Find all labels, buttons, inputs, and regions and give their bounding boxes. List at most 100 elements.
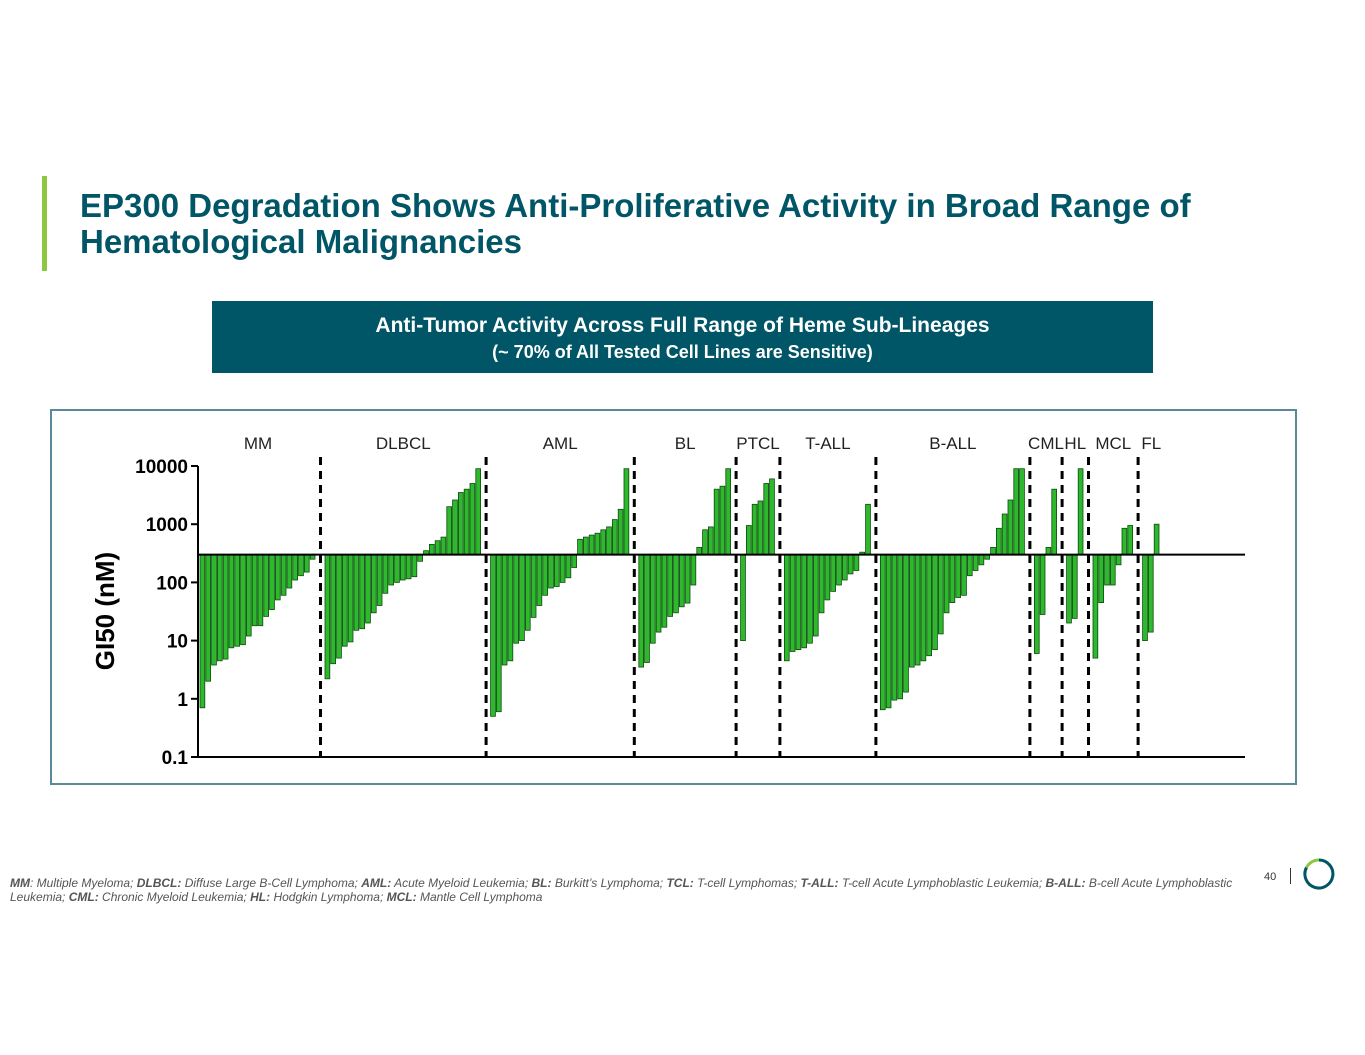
company-logo-icon	[1303, 858, 1335, 890]
bar-t-all-8	[830, 554, 836, 592]
bar-hl-1	[1072, 554, 1078, 619]
bar-t-all-0	[784, 554, 790, 662]
bar-mm-11	[263, 554, 270, 617]
gi50-bar-chart: 10000 1000 100 10 1 0.1 GI50 (nM) MM DLBCL AML BL P…	[90, 434, 1245, 769]
bar-b-all-5	[909, 554, 915, 668]
bar-aml-7	[530, 554, 537, 618]
bar-mm-9	[251, 554, 258, 627]
footnote-definition: T-cell Acute Lymphoblastic Leukemia;	[838, 876, 1046, 890]
bar-dlbcl-6	[359, 554, 365, 630]
bar-mm-15	[286, 554, 293, 589]
bar-mm-5	[228, 554, 235, 649]
footnote-abbr: MM	[10, 876, 30, 890]
bar-t-all-12	[853, 554, 860, 571]
bar-cml-3	[1051, 488, 1057, 556]
bar-mm-17	[298, 554, 304, 577]
group-label-bl: BL	[675, 434, 696, 453]
bar-fl-1	[1148, 554, 1154, 633]
bar-aml-15	[577, 538, 583, 556]
bar-cml-2	[1045, 546, 1052, 556]
bar-bl-9	[690, 554, 697, 586]
bar-bl-5	[667, 554, 673, 617]
bar-cml-1	[1039, 554, 1046, 615]
footnote-definition: Acute Myeloid Leukemia;	[391, 876, 532, 890]
footnote-definition: Burkitt’s Lymphoma;	[551, 876, 667, 890]
bar-b-all-16	[972, 554, 979, 571]
bar-aml-14	[571, 554, 577, 568]
group-label-cml: CML	[1028, 434, 1064, 453]
bar-mm-1	[205, 554, 212, 682]
bar-t-all-14	[865, 503, 871, 556]
bar-aml-9	[542, 554, 548, 596]
bar-aml-10	[548, 554, 554, 589]
footnote-definition: : Multiple Myeloma;	[30, 876, 137, 890]
bar-aml-12	[559, 554, 566, 583]
bar-b-all-10	[938, 554, 944, 635]
bar-bl-14	[719, 485, 726, 555]
footnote-abbr: TCL:	[666, 876, 694, 890]
bar-aml-13	[565, 554, 572, 579]
footnote-abbr: B-ALL:	[1045, 876, 1086, 890]
group-label-mm: MM	[244, 434, 272, 453]
subtitle-banner: Anti-Tumor Activity Across Full Range of…	[212, 301, 1153, 373]
bar-dlbcl-25	[469, 483, 476, 555]
bar-mm-18	[303, 554, 310, 573]
bar-ptcl-4	[763, 483, 769, 555]
bar-dlbcl-5	[353, 554, 360, 631]
bar-ptcl-1	[746, 525, 752, 556]
bar-dlbcl-8	[370, 554, 377, 614]
slide-title: EP300 Degradation Shows Anti-Proliferati…	[80, 187, 1191, 260]
bar-bl-7	[679, 554, 685, 608]
title-accent-bar	[42, 176, 47, 271]
bar-b-all-2	[891, 554, 898, 701]
bar-aml-0	[490, 554, 496, 717]
bar-dlbcl-9	[376, 554, 383, 606]
bar-ptcl-0	[740, 554, 746, 642]
y-tick-label: 100	[156, 573, 188, 594]
page-number: 40	[1264, 871, 1277, 883]
bar-aml-23	[623, 468, 630, 556]
bar-b-all-21	[1001, 513, 1008, 556]
bar-b-all-20	[996, 527, 1002, 556]
bar-aml-17	[588, 534, 595, 555]
banner-line-1: Anti-Tumor Activity Across Full Range of…	[375, 314, 990, 337]
bar-aml-20	[606, 526, 612, 556]
group-label-fl: FL	[1141, 434, 1161, 453]
bar-bl-12	[708, 526, 714, 556]
bar-aml-11	[553, 554, 560, 587]
bar-bl-4	[661, 554, 668, 628]
bar-ptcl-3	[757, 500, 764, 555]
bar-ptcl-2	[751, 503, 758, 556]
bar-mm-12	[269, 554, 275, 611]
group-label-hl: HL	[1064, 434, 1086, 453]
bar-bl-3	[655, 554, 662, 633]
bar-t-all-11	[847, 554, 854, 575]
bar-bl-6	[673, 554, 679, 614]
bar-b-all-6	[914, 554, 921, 666]
bar-dlbcl-2	[336, 554, 342, 659]
bar-mm-16	[292, 554, 299, 581]
bar-mcl-3	[1110, 554, 1116, 586]
footnote-definition: T-cell Lymphomas;	[693, 876, 801, 890]
footnote-abbr: AML:	[361, 876, 392, 890]
bar-mcl-4	[1115, 554, 1122, 566]
footnote-definition: Mantle Cell Lymphoma	[416, 890, 543, 904]
bar-t-all-3	[801, 554, 807, 649]
bar-dlbcl-26	[475, 468, 481, 556]
y-tick-label: 10	[167, 632, 188, 653]
bar-b-all-17	[978, 554, 985, 566]
bar-fl-2	[1153, 523, 1160, 555]
bar-mcl-0	[1092, 554, 1099, 659]
bar-mm-2	[211, 554, 217, 666]
bar-bl-15	[725, 468, 731, 556]
bar-t-all-10	[842, 554, 848, 581]
bar-dlbcl-1	[330, 554, 336, 665]
bar-b-all-15	[967, 554, 973, 577]
bar-hl-2	[1077, 468, 1084, 556]
bar-dlbcl-4	[347, 554, 354, 643]
bar-b-all-1	[885, 554, 892, 709]
footnote-definition: Diffuse Large B-Cell Lymphoma;	[181, 876, 362, 890]
bar-bl-11	[702, 529, 708, 556]
bar-mcl-5	[1121, 527, 1128, 556]
bar-bl-13	[713, 488, 720, 556]
